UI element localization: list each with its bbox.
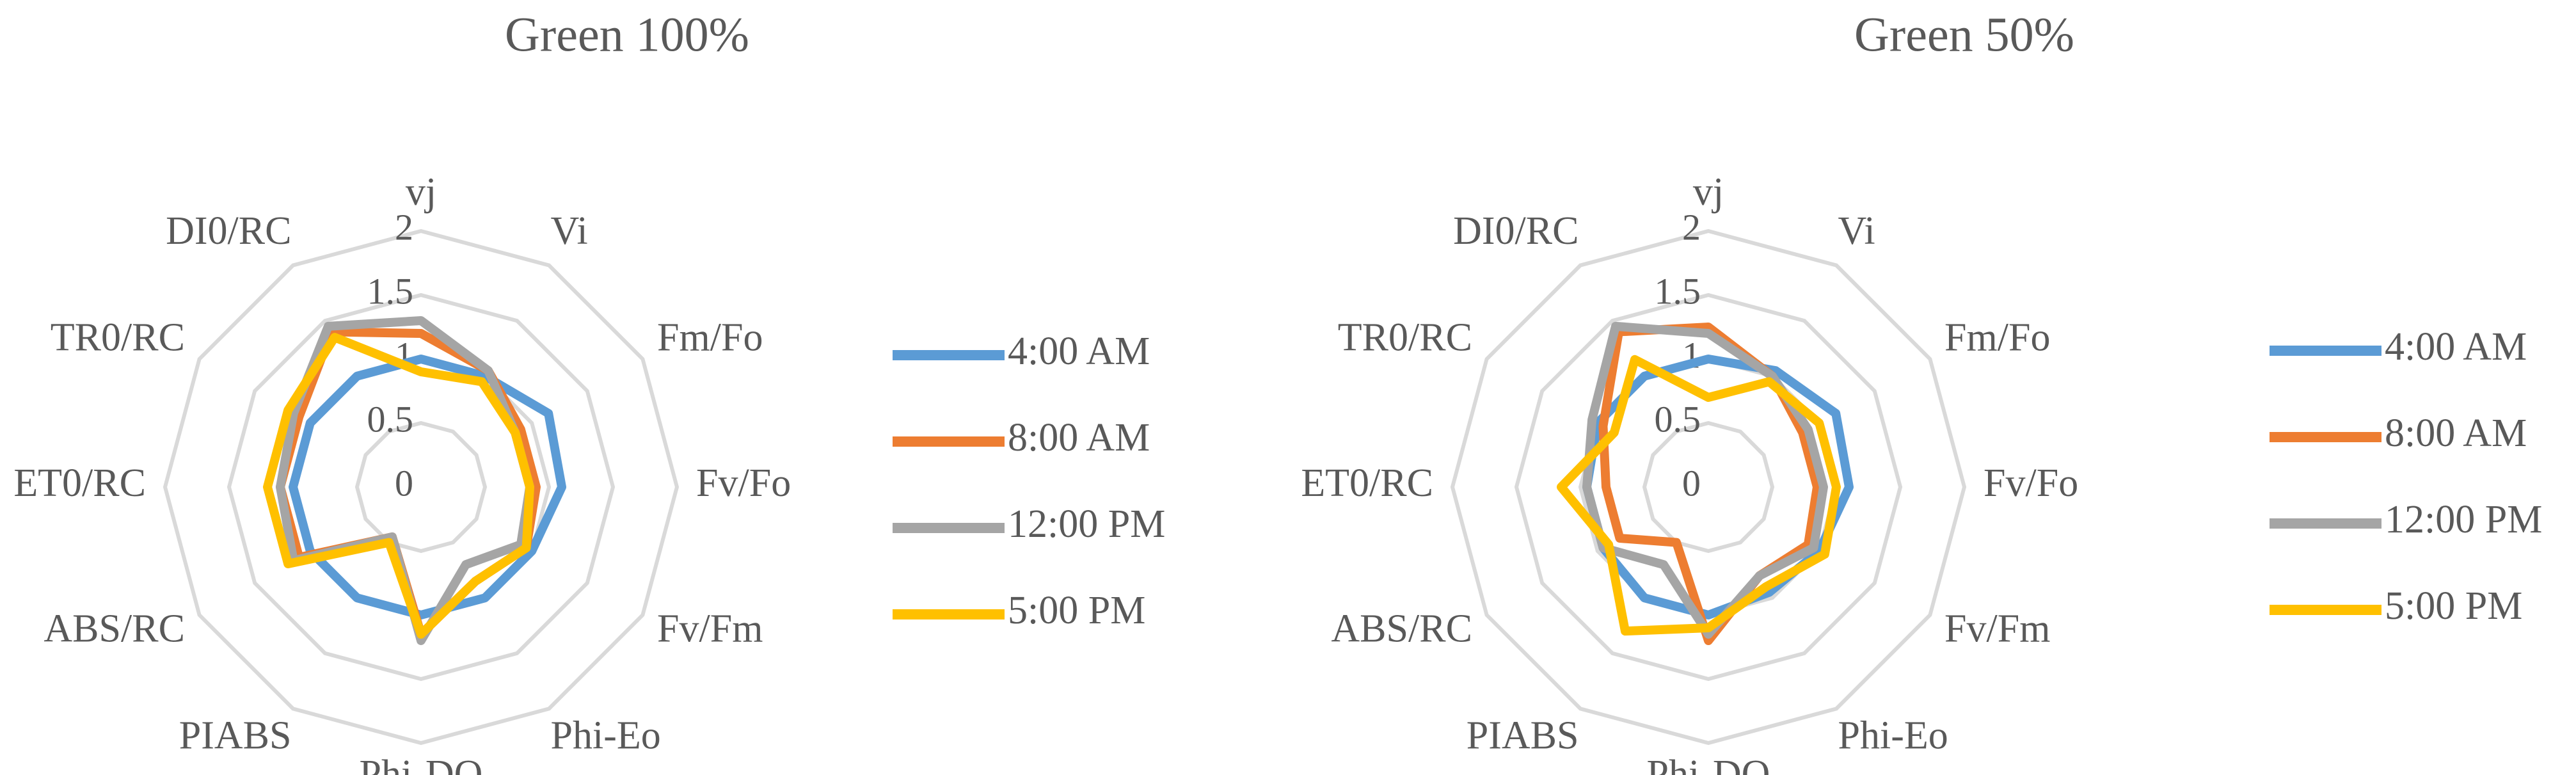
grid-ring xyxy=(227,292,616,682)
legend-label: 4:00 AM xyxy=(2385,325,2527,369)
series-line xyxy=(289,355,566,619)
category-label: Phi-DO xyxy=(1647,753,1770,775)
series-line xyxy=(1557,355,1841,636)
category-label: Phi-DO xyxy=(360,753,483,775)
legend-label: 12:00 PM xyxy=(1008,502,1165,546)
grid-ring xyxy=(1642,420,1775,554)
series-line xyxy=(1582,321,1828,639)
r-tick-label: 0 xyxy=(1682,462,1701,504)
chart-title: Green 100% xyxy=(505,8,749,61)
grid-ring xyxy=(1450,228,1967,746)
category-label: Vi xyxy=(551,209,588,253)
radar-chart: Green 50%00.511.52vjViFm/FoFv/FoFv/FmPhi… xyxy=(1301,8,2542,775)
category-label: Vi xyxy=(1838,209,1875,253)
category-label: Fv/Fm xyxy=(1944,607,2050,651)
r-tick-label: 2 xyxy=(395,206,413,248)
series-line xyxy=(1582,355,1854,619)
category-label: TR0/RC xyxy=(1338,316,1472,360)
chart-title: Green 50% xyxy=(1854,8,2074,61)
category-label: PIABS xyxy=(1467,714,1579,757)
category-label: Fv/Fo xyxy=(696,461,791,505)
category-label: Phi-Eo xyxy=(551,714,661,757)
legend-label: 5:00 PM xyxy=(1008,589,1145,632)
category-label: Fm/Fo xyxy=(657,316,763,360)
category-label: DI0/RC xyxy=(1453,209,1578,253)
category-label: ET0/RC xyxy=(13,461,146,505)
category-label: vj xyxy=(1693,170,1724,214)
radar-chart: Green 100%00.511.52vjViFm/FoFv/FoFv/FmPh… xyxy=(13,8,1165,775)
series-line xyxy=(263,333,534,639)
legend-label: 8:00 AM xyxy=(1008,416,1150,459)
category-label: ET0/RC xyxy=(1301,461,1433,505)
category-label: vj xyxy=(406,170,436,214)
legend-label: 5:00 PM xyxy=(2385,584,2522,628)
legend-label: 8:00 AM xyxy=(2385,411,2527,455)
category-label: ABS/RC xyxy=(44,607,185,651)
category-label: Phi-Eo xyxy=(1838,714,1948,757)
legend-label: 4:00 AM xyxy=(1008,330,1150,373)
category-label: PIABS xyxy=(179,714,292,757)
r-tick-label: 1.5 xyxy=(367,270,414,312)
series-line xyxy=(1598,323,1822,645)
category-label: Fm/Fo xyxy=(1944,316,2050,360)
r-tick-label: 0.5 xyxy=(1655,398,1701,440)
grid-ring xyxy=(1514,292,1903,682)
grid-ring xyxy=(163,228,680,746)
legend-label: 12:00 PM xyxy=(2385,498,2542,541)
grid-ring xyxy=(354,420,488,554)
r-tick-label: 2 xyxy=(1682,206,1701,248)
category-label: Fv/Fo xyxy=(1984,461,2078,505)
r-tick-label: 0.5 xyxy=(367,398,414,440)
r-tick-label: 1.5 xyxy=(1655,270,1701,312)
category-label: DI0/RC xyxy=(166,209,291,253)
category-label: ABS/RC xyxy=(1331,607,1472,651)
category-label: TR0/RC xyxy=(51,316,185,360)
r-tick-label: 0 xyxy=(395,462,413,504)
category-label: Fv/Fm xyxy=(657,607,763,651)
